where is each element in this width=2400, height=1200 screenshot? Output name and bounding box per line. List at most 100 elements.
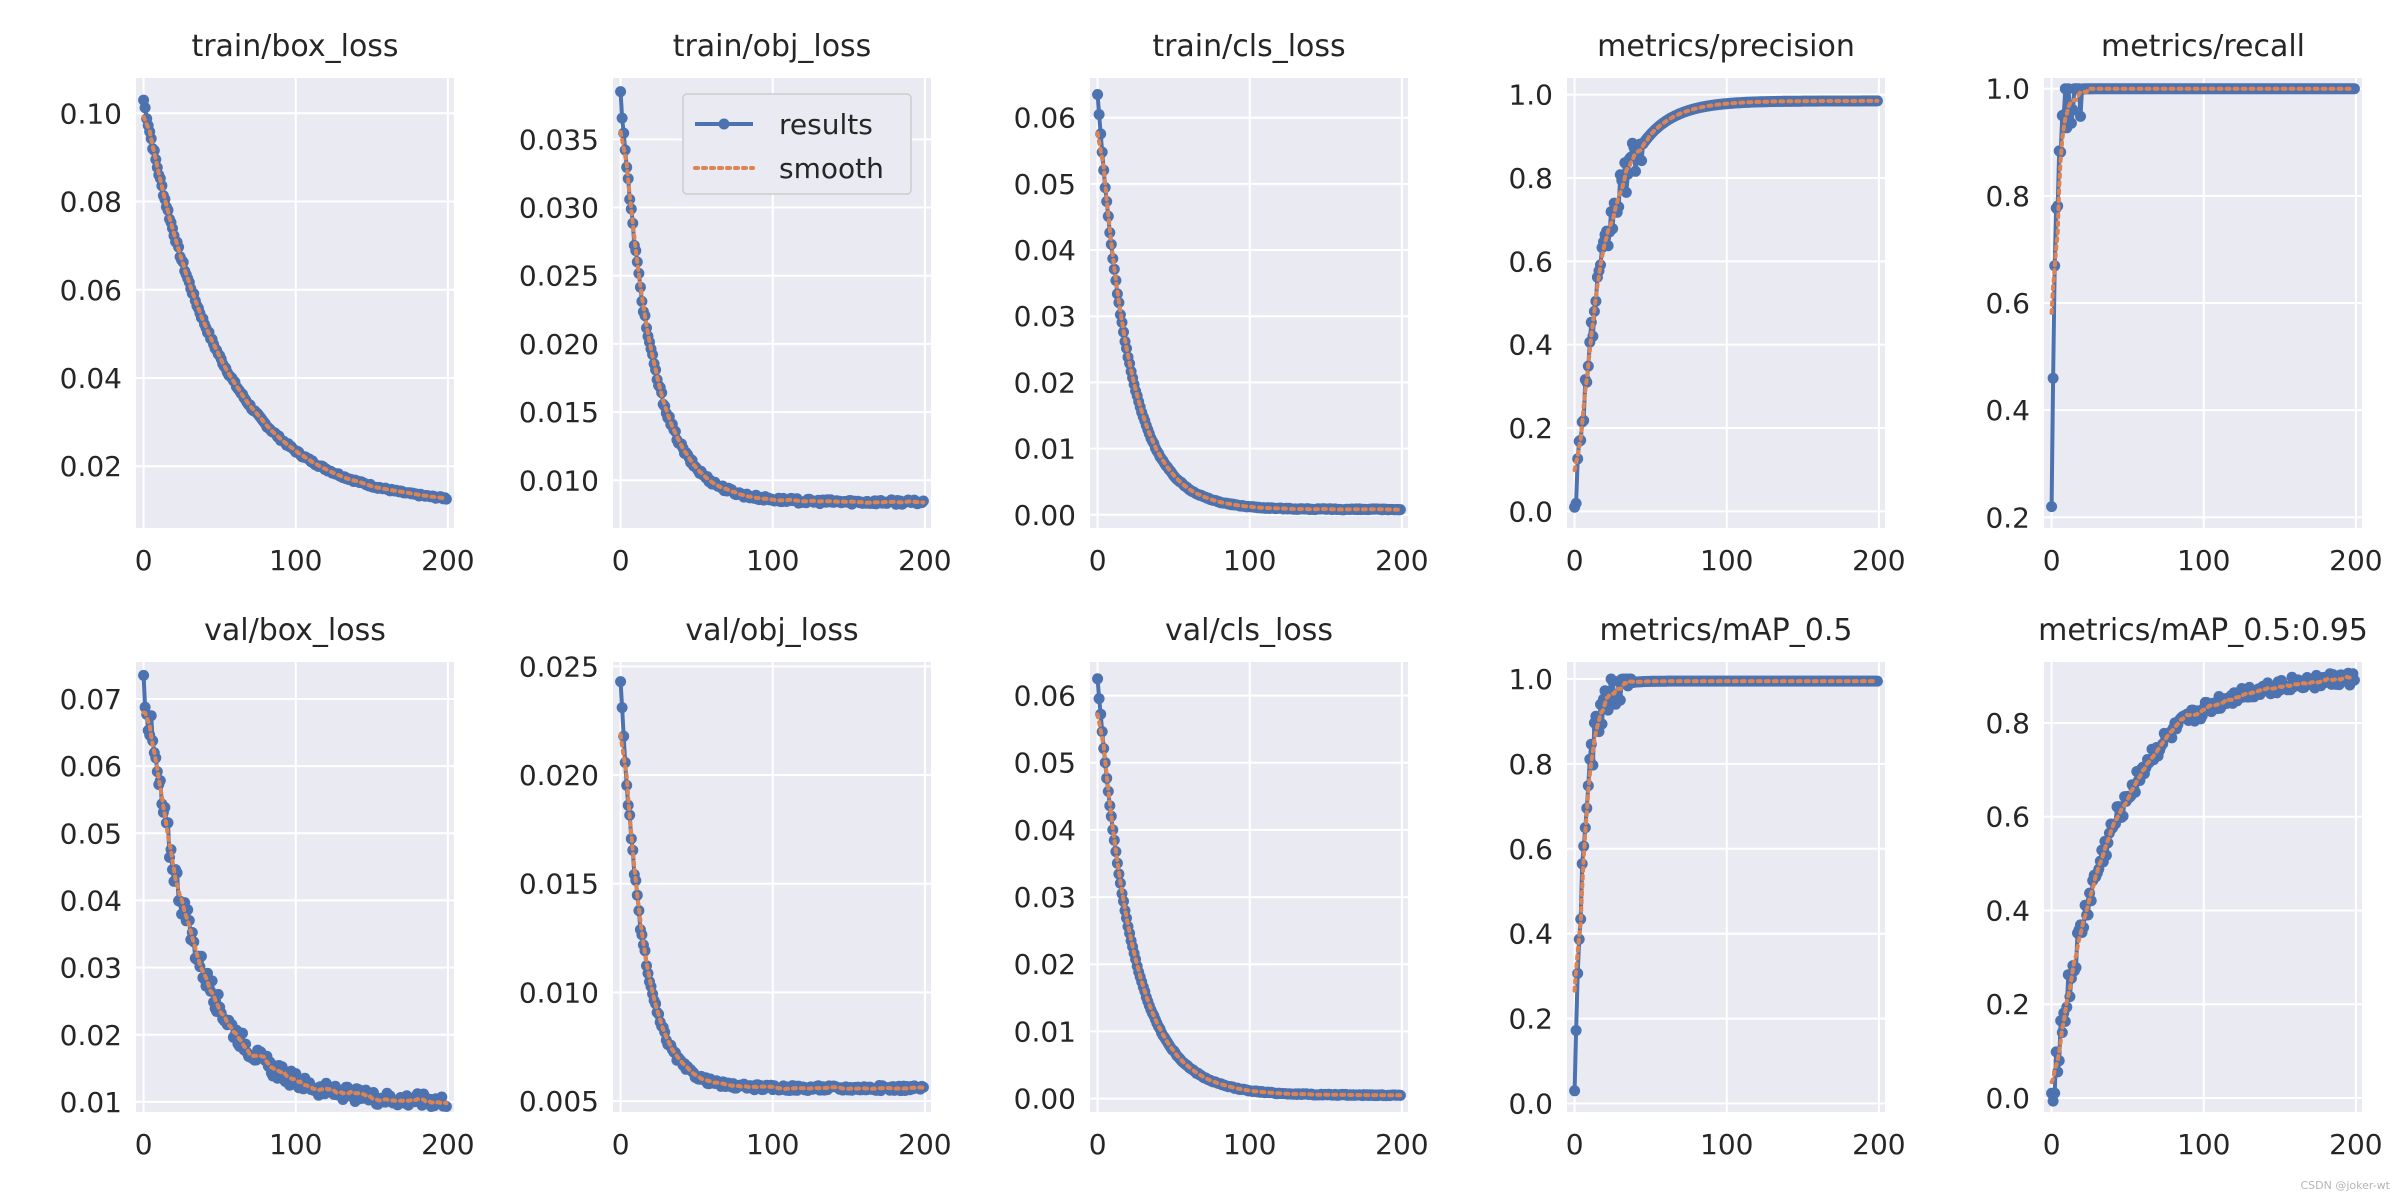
chart-panel: val/box_loss 0 100 200 0.01 0.02 0.03 0.04 0.05 0… <box>60 613 475 1161</box>
results-point <box>436 1091 448 1103</box>
y-tick-label: 0.03 <box>1014 300 1076 333</box>
y-tick-label: 0.4 <box>1508 918 1553 951</box>
x-tick-label: 0 <box>135 544 153 577</box>
results-point <box>1394 504 1406 516</box>
results-point <box>139 102 151 114</box>
results-point <box>1636 155 1648 167</box>
chart-title: val/box_loss <box>204 613 386 648</box>
x-tick-label: 200 <box>898 544 951 577</box>
results-point <box>138 669 150 681</box>
chart-panel: val/obj_loss 0 100 200 0.005 0.010 0.015 0.020 0… <box>519 613 952 1161</box>
x-tick-label: 0 <box>1566 544 1584 577</box>
chart-title: val/cls_loss <box>1165 613 1333 648</box>
chart-title: val/obj_loss <box>685 613 858 648</box>
results-point <box>625 203 637 215</box>
results-point <box>1614 694 1626 706</box>
smooth-line <box>1572 678 1880 993</box>
x-tick-label: 0 <box>1566 1128 1584 1161</box>
y-tick-label: 0.8 <box>1508 162 1553 195</box>
x-tick-label: 200 <box>1852 544 1905 577</box>
results-point <box>1630 165 1641 177</box>
y-tick-label: 0.8 <box>1508 748 1553 781</box>
results-point <box>237 1027 248 1039</box>
results-point <box>1092 89 1104 100</box>
y-tick-label: 1.0 <box>1508 663 1553 696</box>
x-tick-label: 0 <box>2043 1128 2061 1161</box>
y-tick-label: 0.8 <box>1985 180 2030 213</box>
smooth-line <box>618 732 926 1092</box>
y-tick-label: 0.6 <box>1985 287 2030 320</box>
y-tick-label: 0.4 <box>1508 329 1553 362</box>
smooth-line <box>1572 98 1880 473</box>
results-point <box>2348 83 2360 95</box>
x-tick-label: 100 <box>269 1128 322 1161</box>
x-tick-label: 200 <box>898 1128 951 1161</box>
y-tick-label: 0.0 <box>1508 495 1553 528</box>
y-tick-label: 0.07 <box>60 683 122 716</box>
chart-panel: train/cls_loss 0 100 200 0.00 0.01 0.02 0.03 0.0… <box>1014 29 1429 577</box>
x-tick-label: 200 <box>1375 1128 1428 1161</box>
y-tick-label: 0.02 <box>60 1019 122 1052</box>
y-tick-label: 0.020 <box>519 328 599 361</box>
results-point <box>2049 1087 2061 1099</box>
y-tick-label: 0.06 <box>1014 680 1076 713</box>
y-tick-label: 0.0 <box>1985 1082 2030 1115</box>
x-tick-label: 200 <box>2329 1128 2382 1161</box>
y-tick-label: 0.02 <box>60 450 122 483</box>
x-tick-label: 100 <box>269 544 322 577</box>
y-tick-label: 0.015 <box>519 868 599 901</box>
results-point <box>1871 675 1883 687</box>
results-point <box>615 676 627 688</box>
y-tick-label: 0.06 <box>60 750 122 783</box>
y-tick-label: 0.2 <box>1508 412 1553 445</box>
smooth-line <box>1095 131 1403 512</box>
results-point <box>1093 693 1105 705</box>
x-tick-label: 0 <box>1089 544 1107 577</box>
results-point <box>1102 785 1114 797</box>
smooth-line <box>2049 86 2357 315</box>
results-point <box>1602 704 1614 716</box>
y-tick-label: 0.04 <box>60 884 122 917</box>
y-tick-label: 0.06 <box>1014 102 1076 135</box>
y-tick-label: 0.06 <box>60 274 122 307</box>
y-tick-label: 0.05 <box>1014 168 1076 201</box>
legend-frame <box>682 93 912 195</box>
smooth-line <box>1095 712 1403 1098</box>
x-tick-label: 0 <box>1089 1128 1107 1161</box>
y-tick-label: 0.00 <box>1014 1083 1076 1116</box>
results-point <box>1098 164 1110 176</box>
y-tick-label: 0.025 <box>519 260 599 293</box>
y-tick-label: 0.015 <box>519 396 599 429</box>
y-tick-label: 0.04 <box>1014 814 1076 847</box>
results-point <box>1570 1025 1582 1036</box>
y-tick-label: 0.04 <box>60 362 122 395</box>
y-tick-label: 0.020 <box>519 759 599 792</box>
y-tick-label: 0.02 <box>1014 366 1076 399</box>
results-point <box>1570 497 1582 509</box>
results-point <box>1101 196 1113 207</box>
results-point <box>1620 186 1632 198</box>
x-tick-label: 200 <box>421 544 474 577</box>
smooth-line <box>141 710 449 1106</box>
legend-results-marker <box>718 118 730 130</box>
y-tick-label: 0.01 <box>1014 433 1076 466</box>
x-tick-label: 100 <box>1223 544 1276 577</box>
y-tick-label: 0.030 <box>519 192 599 225</box>
x-tick-label: 100 <box>1700 544 1753 577</box>
chart-title: train/obj_loss <box>673 29 872 64</box>
chart-legend: results smooth <box>682 93 912 195</box>
chart-panel: train/obj_loss 0 100 200 0.010 0.015 0.020 0.02… <box>519 29 952 577</box>
x-tick-label: 100 <box>1700 1128 1753 1161</box>
y-tick-label: 0.03 <box>1014 881 1076 914</box>
smooth-line <box>618 130 926 505</box>
x-tick-label: 0 <box>612 1128 630 1161</box>
y-tick-label: 0.02 <box>1014 948 1076 981</box>
y-tick-label: 0.6 <box>1508 245 1553 278</box>
chart-title: metrics/mAP_0.5 <box>1600 613 1853 648</box>
chart-title: metrics/mAP_0.5:0.95 <box>2038 613 2368 648</box>
chart-panel: metrics/mAP_0.5:0.95 0 100 200 0.0 0.2 0.4 0.6 0… <box>1985 613 2382 1161</box>
legend-results-label: results <box>779 108 873 141</box>
y-tick-label: 0.05 <box>60 817 122 850</box>
x-tick-label: 0 <box>612 544 630 577</box>
